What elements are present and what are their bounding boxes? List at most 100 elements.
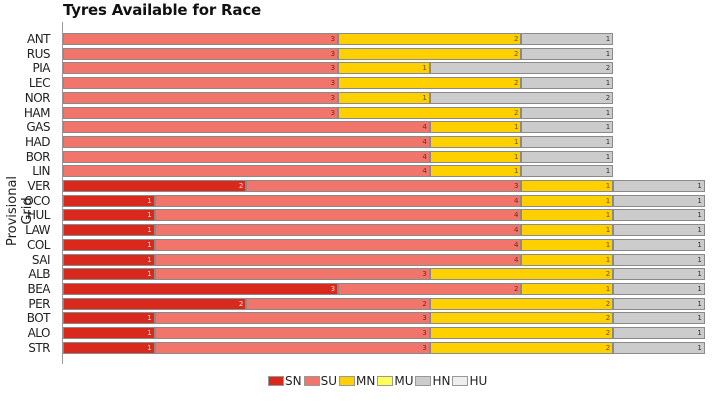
bar-segment-mn: 1 [521, 194, 614, 207]
segment-value-label: 2 [605, 64, 611, 73]
segment-value-label: 1 [147, 226, 152, 235]
bar-segment-sn: 1 [63, 224, 155, 237]
segment-value-label: 1 [605, 108, 611, 117]
bar-segment-su: 3 [63, 77, 339, 90]
category-label: PER [28, 296, 50, 311]
bar-segment-mn: 1 [429, 150, 522, 163]
category-label: VER [27, 179, 50, 193]
bar-segment-hn: 1 [521, 165, 614, 178]
bar-segment-su: 4 [63, 150, 430, 163]
category-label: LEC [28, 76, 51, 91]
bar-segment-hn: 1 [613, 180, 705, 192]
bar-segment-hn: 1 [521, 150, 614, 163]
segment-value-label: 2 [605, 270, 611, 279]
legend-label: HN [432, 374, 451, 388]
bar-segment-sn: 2 [63, 180, 247, 192]
segment-value-label: 3 [330, 93, 336, 102]
segment-value-label: 2 [238, 182, 244, 190]
legend-swatch [452, 376, 469, 386]
bar-segment-su: 3 [154, 312, 430, 325]
category-label: BOR [25, 149, 51, 164]
bar-row: 3 2 1 [63, 33, 614, 45]
segment-value-label: 1 [605, 49, 611, 58]
bar-segment-su: 3 [154, 341, 430, 354]
legend-item-sn: SN [268, 374, 302, 388]
bar-segment-mn: 1 [521, 238, 614, 251]
segment-value-label: 4 [514, 196, 519, 205]
bar-row: 1 4 1 1 [63, 238, 705, 251]
segment-value-label: 1 [605, 284, 611, 293]
bar-segment-mn: 2 [429, 268, 614, 281]
bar-segment-mn: 2 [429, 297, 614, 310]
segment-value-label: 3 [330, 79, 336, 88]
bar-segment-hn: 1 [521, 77, 614, 90]
bar-row: 1 3 2 1 [63, 312, 705, 325]
segment-value-label: 1 [514, 152, 519, 161]
bar-segment-sn: 1 [63, 209, 155, 222]
bar-segment-mn: 1 [521, 180, 614, 192]
segment-value-label: 1 [422, 64, 427, 73]
category-label: ALO [27, 326, 51, 340]
bar-segment-mn: 1 [338, 91, 430, 104]
segment-value-label: 1 [605, 167, 611, 176]
segment-value-label: 1 [697, 255, 702, 264]
category-label: BOT [26, 311, 51, 326]
segment-value-label: 1 [147, 255, 152, 264]
bar-segment-mn: 2 [338, 47, 522, 60]
bar-segment-hn: 1 [613, 209, 705, 222]
bar-row: 4 1 1 [63, 121, 614, 134]
bar-segment-sn: 1 [63, 194, 155, 207]
segment-value-label: 1 [697, 182, 702, 190]
legend-swatch [339, 376, 355, 386]
bar-row: 1 3 2 1 [63, 268, 705, 281]
category-label: GAS [26, 120, 50, 135]
legend-label: MN [356, 374, 376, 388]
legend-swatch [377, 376, 394, 386]
bar-row: 1 3 2 1 [63, 341, 705, 354]
segment-value-label: 2 [514, 35, 519, 43]
bar-segment-hn: 2 [429, 91, 614, 104]
segment-value-label: 3 [422, 314, 427, 323]
bar-segment-hn: 1 [613, 282, 705, 295]
bar-segment-sn: 1 [63, 327, 155, 339]
bar-segment-su: 3 [63, 106, 339, 119]
bar-segment-su: 4 [63, 135, 430, 148]
segment-value-label: 1 [697, 211, 702, 220]
segment-value-label: 4 [422, 152, 427, 161]
bar-segment-su: 2 [338, 282, 522, 295]
segment-value-label: 1 [697, 329, 702, 337]
segment-value-label: 2 [514, 79, 519, 88]
legend-label: HU [469, 374, 488, 388]
category-label: HAD [25, 134, 50, 149]
segment-value-label: 1 [605, 196, 611, 205]
bar-row: 1 4 1 1 [63, 209, 705, 222]
legend-label: SU [320, 374, 337, 388]
bar-segment-hn: 1 [613, 194, 705, 207]
legend: SN SU MN MU HN HU [268, 374, 489, 388]
bar-segment-su: 3 [246, 180, 522, 192]
plot-area: ANT 3 2 1 RUS 3 2 1 PIA 3 1 2 LEC 3 2 1 NOR 3 1 2 HAM 3 2 1 GAS 4… [24, 32, 713, 362]
legend-item-mn: MN [339, 374, 375, 388]
bar-segment-hn: 1 [613, 312, 705, 325]
chart-title: Tyres Available for Race [63, 1, 261, 19]
bar-segment-su: 4 [154, 209, 522, 222]
segment-value-label: 1 [514, 137, 519, 146]
segment-value-label: 1 [605, 255, 611, 264]
segment-value-label: 1 [697, 314, 702, 323]
legend-item-hu: HU [452, 374, 487, 388]
bar-segment-hn: 2 [429, 62, 614, 75]
bar-row: 1 4 1 1 [63, 194, 705, 207]
segment-value-label: 3 [330, 64, 336, 73]
bar-segment-su: 4 [63, 121, 430, 134]
bar-segment-sn: 1 [63, 312, 155, 325]
segment-value-label: 1 [147, 314, 152, 323]
bar-row: 2 3 1 1 [63, 180, 705, 192]
segment-value-label: 1 [605, 137, 611, 146]
bar-segment-su: 3 [154, 327, 430, 339]
segment-value-label: 1 [697, 299, 702, 308]
segment-value-label: 1 [147, 240, 152, 249]
legend-item-mu: MU [377, 374, 413, 388]
bar-segment-su: 3 [63, 91, 339, 104]
category-label: HAM [23, 105, 51, 120]
bar-segment-hn: 1 [613, 238, 705, 251]
